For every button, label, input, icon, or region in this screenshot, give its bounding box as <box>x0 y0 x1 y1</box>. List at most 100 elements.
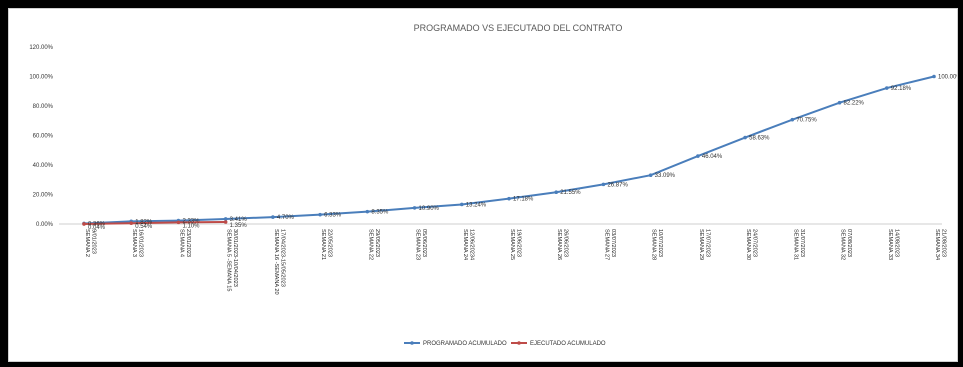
x-tick-label: SEMANA 3314/08/2023 <box>887 229 900 260</box>
data-label: 4.70% <box>277 215 295 221</box>
series-point <box>696 154 700 158</box>
x-tick-label: SEMANA 3131/07/2023 <box>792 229 805 260</box>
data-label: 70.75% <box>796 118 817 124</box>
x-tick-label-line: SEMANA 4 <box>178 229 184 257</box>
series-point <box>365 209 370 214</box>
series-line <box>83 221 226 225</box>
y-tick-label: 100.00% <box>29 75 53 81</box>
series-point <box>743 135 747 140</box>
x-tick-label: SEMANA 2810/07/2023 <box>651 229 664 260</box>
legend-label: PROGRAMADO ACUMULADO <box>423 341 507 347</box>
series-point <box>129 221 134 226</box>
data-label: 8.35% <box>371 210 389 216</box>
x-tick-label-line: 14/08/2023 <box>893 229 899 257</box>
data-label: 58.63% <box>749 136 770 142</box>
x-tick-label: SEMANA 316/01/2023 <box>131 229 144 257</box>
line-chart: PROGRAMADO VS EJECUTADO DEL CONTRATO 0.00… <box>29 23 957 347</box>
y-tick-label: 60.00% <box>33 134 54 140</box>
data-label: 1.82% <box>135 219 153 225</box>
series-point <box>507 196 511 201</box>
x-tick-label-line: SEMANA 32 <box>840 229 846 260</box>
x-tick-label-line: 30/01/2023-10/04/2023 <box>232 229 238 287</box>
x-tick-label-line: SEMANA 24 <box>462 229 468 260</box>
series-point <box>554 190 559 195</box>
series-point <box>790 117 795 122</box>
x-tick-label-line: SEMANA 34 <box>934 229 940 260</box>
y-tick-label: 0.00% <box>36 222 54 228</box>
series-point <box>176 220 181 225</box>
data-label: 17.18% <box>513 197 534 203</box>
x-tick-label-line: 05/06/2023 <box>421 229 427 257</box>
x-tick-label-line: SEMANA 30 <box>745 229 751 260</box>
chart-title: PROGRAMADO VS EJECUTADO DEL CONTRATO <box>414 23 623 33</box>
x-tick-label-line: SEMANA 29 <box>698 229 704 260</box>
x-tick-label-line: SEMANA 5 -SEMANA 15 <box>226 229 232 292</box>
x-tick-label-line: 16/01/2023 <box>138 229 144 257</box>
x-tick-label-line: SEMANA 25 <box>509 229 515 260</box>
x-tick-label-line: 29/05/2023 <box>374 229 380 257</box>
series-point <box>932 74 936 79</box>
series-line <box>83 75 935 225</box>
x-tick-label: SEMANA 2703/07/2023 <box>603 229 616 260</box>
data-label: 1.10% <box>182 223 200 229</box>
series-point <box>412 206 417 210</box>
x-tick-label: SEMANA 2626/06/2023 <box>556 229 569 260</box>
series-point <box>601 182 606 187</box>
legend-marker <box>410 341 414 345</box>
data-label: 46.04% <box>702 154 723 160</box>
series-point <box>82 222 86 226</box>
x-tick-label: SEMANA 29/01/2023 <box>84 229 97 257</box>
x-tick-label-line: 24/07/2023 <box>752 229 758 257</box>
data-label: 3.41% <box>230 217 248 223</box>
data-label: 10.90% <box>419 206 440 212</box>
x-tick-label: SEMANA 2412/06/20234 <box>462 229 475 260</box>
x-tick-label: SEMANA 3421/08/2023 <box>934 229 947 260</box>
series-point <box>459 202 464 207</box>
x-tick-label: SEMANA 2519/06/2023 <box>509 229 522 260</box>
x-tick-label-line: SEMANA 21 <box>320 229 326 260</box>
x-tick-label-line: 17/07/2023 <box>704 229 710 257</box>
x-tick-label-line: 19/06/2023 <box>516 229 522 257</box>
x-tick-label-line: SEMANA 28 <box>651 229 657 260</box>
x-tick-label: SEMANA 2122/05/2023 <box>320 229 333 260</box>
legend-marker <box>517 341 521 345</box>
x-tick-label-line: SEMANA 3 <box>131 229 137 257</box>
x-tick-label-line: 23/01/2023 <box>185 229 191 257</box>
x-tick-label: SEMANA 2229/05/2023 <box>367 229 380 260</box>
data-label: 26.87% <box>607 182 628 188</box>
data-label: 82.22% <box>844 101 865 107</box>
data-label: 0.36% <box>88 221 106 227</box>
x-tick-label: SEMANA 3207/08/2023 <box>840 229 853 260</box>
x-tick-label-line: 26/06/2023 <box>563 229 569 257</box>
data-label: 0.54% <box>135 224 153 230</box>
data-label: 1.35% <box>230 223 248 229</box>
data-label: 13.24% <box>466 202 487 208</box>
series-point <box>223 217 228 221</box>
x-tick-label: SEMANA 2917/07/2023 <box>698 229 711 260</box>
y-tick-label: 40.00% <box>33 163 54 169</box>
data-label: 33.09% <box>655 173 676 179</box>
series-point <box>318 212 322 217</box>
x-tick-label-line: SEMANA 2 <box>84 229 90 257</box>
y-tick-label: 20.00% <box>33 193 54 199</box>
series-point <box>271 215 275 219</box>
legend-label: EJECUTADO ACUMULADO <box>530 341 606 347</box>
x-tick-label-line: 07/08/2023 <box>846 229 852 257</box>
x-tick-label-line: SEMANA 33 <box>887 229 893 260</box>
x-tick-label-line: SEMANA 31 <box>792 229 798 260</box>
x-tick-label-line: 03/07/2023 <box>610 229 616 257</box>
x-tick-label-line: SEMANA 27 <box>603 229 609 260</box>
data-label: 6.33% <box>324 213 342 219</box>
x-tick-label: SEMANA 16 -SEMANA 2017/04/2023-15/05/202… <box>273 229 286 295</box>
x-tick-label: SEMANA 423/01/2023 <box>178 229 191 257</box>
x-tick-label-line: SEMANA 26 <box>556 229 562 260</box>
x-tick-label-line: 17/04/2023-15/05/2023 <box>279 229 285 287</box>
x-tick-label: SEMANA 2305/06/2023 <box>415 229 428 260</box>
x-tick-label-line: 10/07/2023 <box>657 229 663 257</box>
x-tick-label: SEMANA 3024/07/2023 <box>745 229 758 260</box>
x-tick-label: SEMANA 5 -SEMANA 1530/01/2023-10/04/2023 <box>226 229 239 292</box>
x-tick-label-line: SEMANA 16 -SEMANA 20 <box>273 229 279 295</box>
x-tick-label-line: 22/05/2023 <box>327 229 333 257</box>
series-point <box>223 220 228 224</box>
x-tick-label-line: 31/07/2023 <box>799 229 805 257</box>
